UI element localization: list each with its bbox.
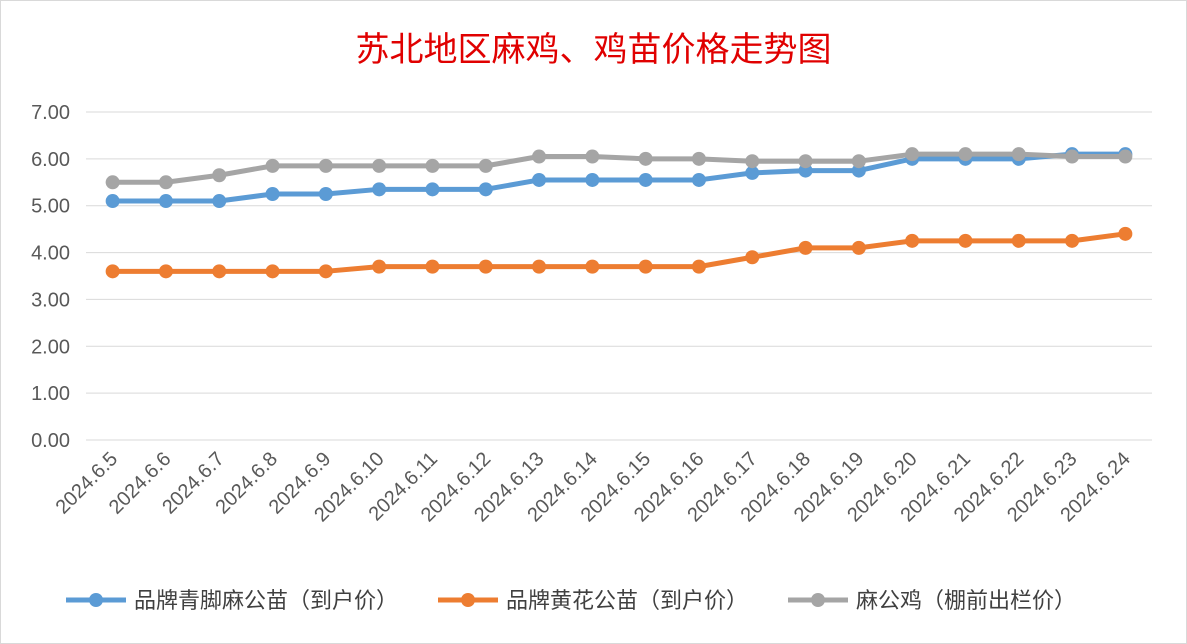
data-point [638,172,653,187]
y-tick-label: 1.00 [31,383,70,405]
data-point [1011,233,1026,248]
legend-label: 品牌青脚麻公苗（到户价） [134,589,398,614]
data-point [478,259,493,274]
data-point [372,158,387,173]
data-point [425,182,440,197]
data-point [478,182,493,197]
data-point [1065,149,1080,164]
series-line [110,151,1128,185]
data-point [745,165,760,180]
data-point [638,151,653,166]
data-point [851,154,866,169]
data-point [212,194,227,209]
data-point [585,149,600,164]
data-point [105,175,120,190]
data-point [532,172,547,187]
data-point [691,172,706,187]
data-point [1011,147,1026,162]
y-tick-label: 3.00 [31,289,70,311]
data-point [691,259,706,274]
data-point [478,158,493,173]
data-point [318,158,333,173]
data-point [585,172,600,187]
data-point [425,158,440,173]
data-point [851,240,866,255]
data-point [105,194,120,209]
y-tick-label: 7.00 [31,102,70,124]
data-point [158,264,173,279]
data-point [532,259,547,274]
data-point [958,233,973,248]
data-point [318,187,333,201]
data-point [532,149,547,164]
y-tick-label: 5.00 [31,196,70,218]
legend-swatch-marker [461,593,475,607]
legend-swatch-marker [89,593,103,607]
data-point [905,233,920,248]
data-point [265,158,280,173]
data-point [372,259,387,274]
legend-swatch-marker [811,593,825,607]
data-point [1065,233,1080,248]
data-point [798,240,813,255]
data-point [745,154,760,169]
chart-title: 苏北地区麻鸡、鸡苗价格走势图 [355,30,832,70]
series-line [110,231,1128,274]
data-point [212,168,227,183]
series-line [110,151,1128,204]
data-point [745,250,760,265]
data-point [265,187,280,201]
data-point [318,264,333,279]
data-point [798,154,813,169]
legend-label: 麻公鸡（棚前出栏价） [856,589,1076,614]
data-point [1118,226,1133,241]
y-tick-label: 0.00 [31,430,70,452]
data-point [905,147,920,162]
y-tick-label: 2.00 [31,336,70,358]
legend-label: 品牌黄花公苗（到户价） [506,589,748,614]
data-point [158,194,173,209]
data-point [372,182,387,197]
data-point [425,259,440,274]
y-tick-label: 6.00 [31,149,70,171]
data-point [958,147,973,162]
data-point [158,175,173,190]
data-point [212,264,227,279]
data-point [105,264,120,279]
data-point [691,151,706,166]
data-point [585,259,600,274]
y-tick-label: 4.00 [31,243,70,265]
data-point [265,264,280,279]
data-point [638,259,653,274]
data-point [1118,149,1133,164]
